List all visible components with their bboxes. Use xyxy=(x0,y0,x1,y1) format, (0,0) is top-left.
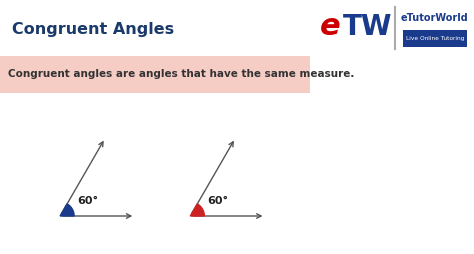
Text: eTutorWorld: eTutorWorld xyxy=(401,13,469,23)
FancyBboxPatch shape xyxy=(0,56,310,93)
Text: e: e xyxy=(319,12,340,41)
Text: Live Online Tutoring: Live Online Tutoring xyxy=(406,36,464,41)
Text: Congruent angles are angles that have the same measure.: Congruent angles are angles that have th… xyxy=(8,69,355,79)
Text: Congruent Angles: Congruent Angles xyxy=(12,22,174,37)
Text: TW: TW xyxy=(343,13,393,41)
FancyBboxPatch shape xyxy=(310,56,474,93)
Text: 60°: 60° xyxy=(207,196,228,206)
FancyBboxPatch shape xyxy=(403,30,467,47)
Text: 60°: 60° xyxy=(77,196,98,206)
Polygon shape xyxy=(190,204,204,216)
Polygon shape xyxy=(60,204,74,216)
